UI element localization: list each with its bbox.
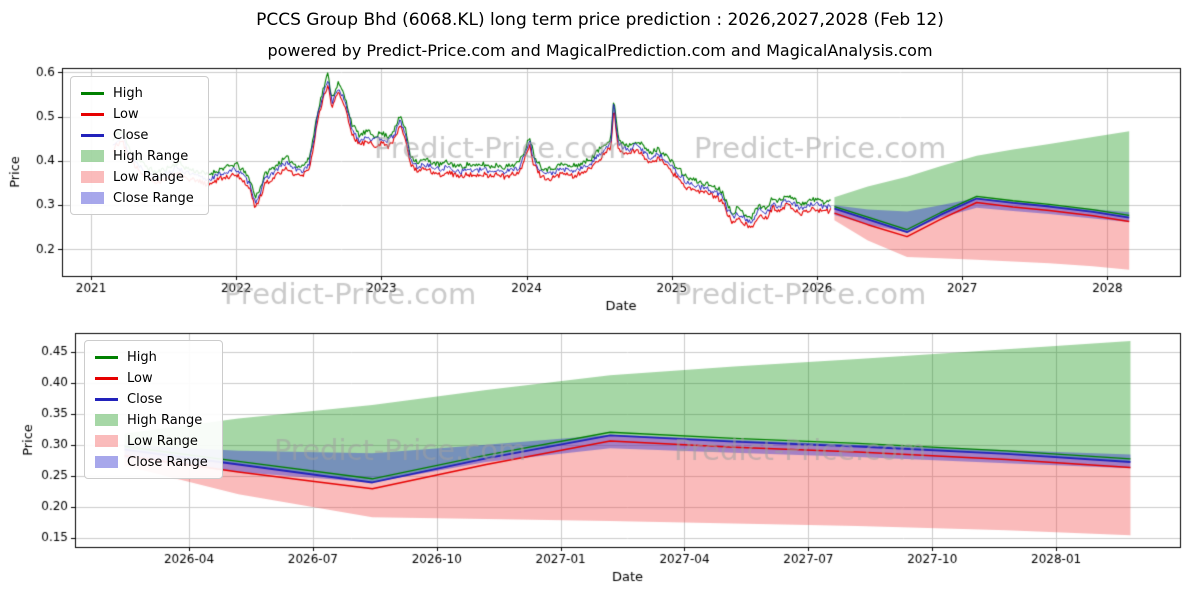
- legend-item-high: High: [95, 349, 208, 365]
- legend-line-swatch-icon: [81, 91, 104, 95]
- legend-top-chart: High Low Close High Range Low Range Close Ran…: [70, 76, 209, 215]
- legend-patch-swatch-icon: [81, 171, 104, 183]
- legend-label: Low Range: [113, 169, 184, 185]
- legend-item-low: Low: [95, 370, 208, 386]
- legend-patch-swatch-icon: [81, 192, 104, 204]
- legend-label: Low Range: [127, 433, 198, 449]
- legend-item-low-range: Low Range: [81, 169, 194, 185]
- legend-label: Low: [113, 106, 139, 122]
- legend-label: High Range: [127, 412, 203, 428]
- legend-label: Close: [113, 127, 149, 143]
- legend-line-swatch-icon: [81, 112, 104, 116]
- legend-line-swatch-icon: [95, 397, 118, 401]
- figure-subtitle: powered by Predict-Price.com and Magical…: [267, 41, 933, 60]
- legend-patch-swatch-icon: [95, 435, 118, 447]
- legend-patch-swatch-icon: [95, 456, 118, 468]
- legend-label: Close Range: [127, 454, 208, 470]
- legend-item-low-range: Low Range: [95, 433, 208, 449]
- legend-label: High: [127, 349, 157, 365]
- legend-item-close: Close: [95, 391, 208, 407]
- legend-item-low: Low: [81, 106, 194, 122]
- legend-item-high-range: High Range: [95, 412, 208, 428]
- legend-label: Close Range: [113, 190, 194, 206]
- legend-label: High Range: [113, 148, 189, 164]
- legend-item-high: High: [81, 85, 194, 101]
- legend-line-swatch-icon: [95, 376, 118, 380]
- figure-title: PCCS Group Bhd (6068.KL) long term price…: [256, 10, 944, 30]
- legend-item-close-range: Close Range: [95, 454, 208, 470]
- legend-item-high-range: High Range: [81, 148, 194, 164]
- legend-item-close-range: Close Range: [81, 190, 194, 206]
- legend-label: High: [113, 85, 143, 101]
- legend-patch-swatch-icon: [81, 150, 104, 162]
- legend-patch-swatch-icon: [95, 414, 118, 426]
- legend-bottom-chart: High Low Close High Range Low Range Close Ran…: [84, 340, 223, 479]
- legend-line-swatch-icon: [95, 355, 118, 359]
- legend-label: Low: [127, 370, 153, 386]
- legend-label: Close: [127, 391, 163, 407]
- legend-item-close: Close: [81, 127, 194, 143]
- legend-line-swatch-icon: [81, 133, 104, 137]
